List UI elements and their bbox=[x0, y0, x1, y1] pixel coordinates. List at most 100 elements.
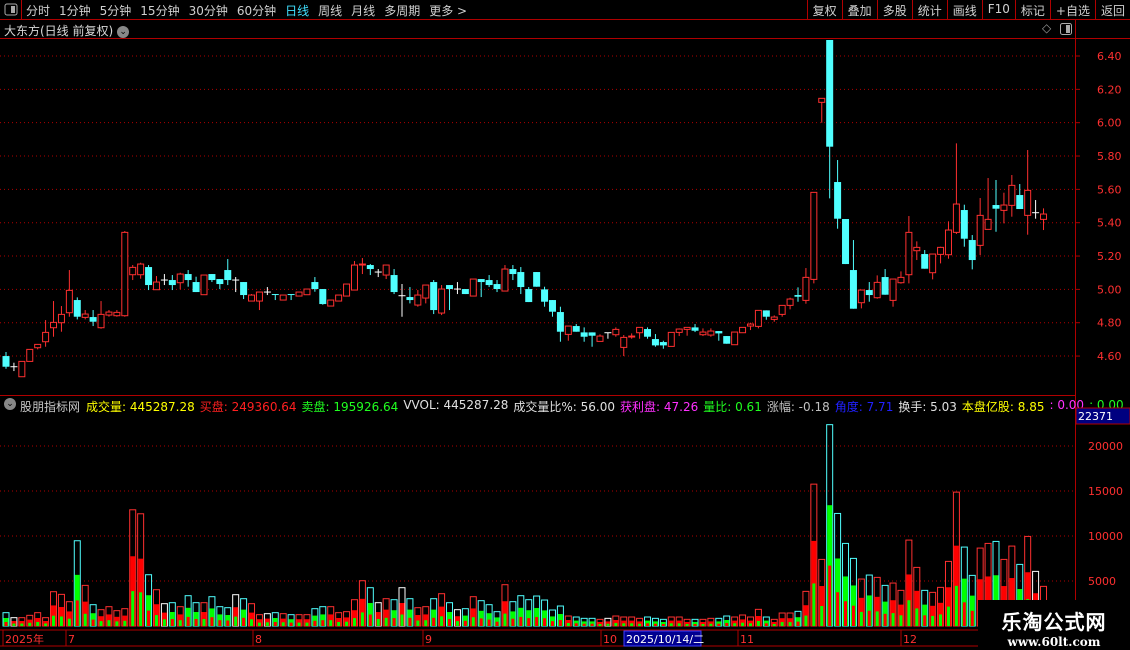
candle-down bbox=[992, 205, 1000, 209]
candle-up bbox=[438, 288, 446, 314]
tab-1[interactable]: 1分钟 bbox=[59, 4, 91, 18]
tab-5[interactable]: 60分钟 bbox=[236, 4, 277, 18]
indicator-item: VVOL: 445287.28 bbox=[403, 398, 509, 412]
toolbar-button-8[interactable]: 返回 bbox=[1094, 0, 1130, 20]
candle-down bbox=[723, 336, 731, 344]
volume-sell-fill bbox=[123, 620, 127, 626]
toolbar-button-1[interactable]: 叠加 bbox=[841, 0, 877, 20]
tab-7[interactable]: 周线 bbox=[318, 4, 343, 18]
volume-buy-fill bbox=[146, 595, 152, 626]
price-tick-label: 5.00 bbox=[1097, 283, 1122, 296]
candle-up bbox=[786, 298, 794, 306]
candle-down bbox=[319, 289, 327, 305]
volume-sell-fill bbox=[487, 619, 491, 626]
candle-up bbox=[889, 278, 897, 301]
chart-title[interactable]: 大东方(日线 前复权) ⌄ bbox=[4, 22, 130, 39]
volume-buy-fill bbox=[858, 597, 864, 626]
candle-up bbox=[501, 268, 509, 292]
volume-sell-fill bbox=[875, 611, 879, 626]
volume-sell-fill bbox=[242, 617, 246, 626]
indicator-name[interactable]: 股朋指标网 bbox=[20, 400, 81, 414]
volume-sell-fill bbox=[424, 620, 428, 626]
panel-toggle-button[interactable] bbox=[0, 0, 22, 20]
candle-up bbox=[1040, 213, 1048, 220]
candle-up bbox=[469, 278, 477, 297]
price-tick-label: 6.40 bbox=[1097, 50, 1122, 63]
volume-sell-fill bbox=[851, 605, 855, 626]
candle-up bbox=[137, 263, 145, 276]
volume-buy-fill bbox=[201, 612, 207, 626]
candle-up bbox=[707, 330, 715, 336]
candle-down bbox=[366, 265, 374, 270]
candle-down bbox=[651, 339, 659, 346]
x-tick-label: 11 bbox=[740, 633, 754, 646]
volume-sell-fill bbox=[178, 620, 182, 626]
volume-sell-fill bbox=[606, 623, 610, 626]
watermark-logo: 乐淘公式网 www.60lt.com bbox=[978, 600, 1130, 650]
candle-up bbox=[248, 294, 256, 302]
toolbar-button-0[interactable]: 复权 bbox=[806, 0, 842, 20]
volume-sell-fill bbox=[250, 619, 254, 626]
toolbar-button-2[interactable]: 多股 bbox=[876, 0, 912, 20]
diamond-icon[interactable]: ◇ bbox=[1042, 21, 1052, 35]
volume-buy-fill bbox=[447, 612, 453, 626]
tab-10[interactable]: 更多 > bbox=[429, 4, 468, 18]
volume-sell-fill bbox=[923, 615, 927, 626]
candle-up bbox=[279, 294, 287, 301]
volume-sell-fill bbox=[376, 619, 380, 626]
cursor-date-box bbox=[623, 630, 702, 647]
candle-down bbox=[548, 300, 556, 312]
toolbar: 分时 1分钟 5分钟 15分钟 30分钟 60分钟 日线 周线 月线 多周期 更多 > 复权 叠加 多股… bbox=[0, 0, 1130, 20]
candle-down bbox=[1016, 195, 1024, 210]
volume-sell-fill bbox=[154, 615, 158, 626]
tab-4[interactable]: 30分钟 bbox=[188, 4, 228, 18]
price-tick-label: 6.20 bbox=[1097, 83, 1122, 96]
volume-sell-fill bbox=[52, 615, 56, 626]
volume-buy-fill bbox=[922, 604, 928, 626]
candle-up bbox=[944, 229, 952, 256]
right-axis-line bbox=[1075, 20, 1076, 630]
volume-sell-fill bbox=[131, 591, 135, 626]
candle-down bbox=[485, 280, 493, 286]
volume-sell-fill bbox=[780, 622, 784, 626]
volume-buy-fill bbox=[827, 505, 833, 626]
candle-down bbox=[461, 289, 469, 295]
candle-up bbox=[65, 289, 73, 314]
toolbar-button-7[interactable]: +自选 bbox=[1049, 0, 1095, 20]
volume-sell-fill bbox=[946, 606, 950, 626]
volume-sell-fill bbox=[836, 592, 840, 626]
price-tick-label: 6.00 bbox=[1097, 117, 1122, 130]
toolbar-button-6[interactable]: 标记 bbox=[1014, 0, 1050, 20]
chevron-down-icon[interactable]: ⌄ bbox=[4, 398, 16, 410]
indicator-item: 量比: 0.61 bbox=[703, 400, 762, 414]
volume-max-box bbox=[1075, 407, 1130, 425]
candle-up bbox=[335, 294, 343, 302]
volume-sell-fill bbox=[543, 618, 547, 626]
tab-2[interactable]: 5分钟 bbox=[99, 4, 132, 18]
volume-sell-fill bbox=[566, 623, 570, 626]
candle-down bbox=[89, 317, 97, 322]
tab-0[interactable]: 分时 bbox=[26, 4, 51, 18]
candle-up bbox=[42, 331, 50, 343]
candle-down bbox=[762, 310, 770, 317]
watermark-name: 乐淘公式网 bbox=[1001, 610, 1107, 634]
candle-up bbox=[675, 328, 683, 333]
toolbar-button-5[interactable]: F10 bbox=[981, 0, 1015, 20]
volume-sell-fill bbox=[669, 623, 673, 626]
volume-sell-fill bbox=[273, 622, 277, 626]
candle-up bbox=[620, 336, 628, 348]
chevron-down-icon[interactable]: ⌄ bbox=[117, 25, 130, 38]
candle-down bbox=[517, 272, 525, 288]
x-tick-label: 2025年 bbox=[5, 632, 44, 646]
toolbar-button-4[interactable]: 画线 bbox=[946, 0, 982, 20]
tab-3[interactable]: 15分钟 bbox=[140, 4, 180, 18]
panel-toggle-icon[interactable] bbox=[1060, 23, 1072, 38]
tab-8[interactable]: 月线 bbox=[351, 4, 376, 18]
volume-buy-fill bbox=[169, 612, 175, 626]
toolbar-button-3[interactable]: 统计 bbox=[911, 0, 947, 20]
tab-6[interactable]: 日线 bbox=[285, 4, 310, 18]
candle-up bbox=[200, 274, 208, 296]
tab-9[interactable]: 多周期 bbox=[384, 4, 421, 18]
candle-down bbox=[2, 356, 10, 367]
